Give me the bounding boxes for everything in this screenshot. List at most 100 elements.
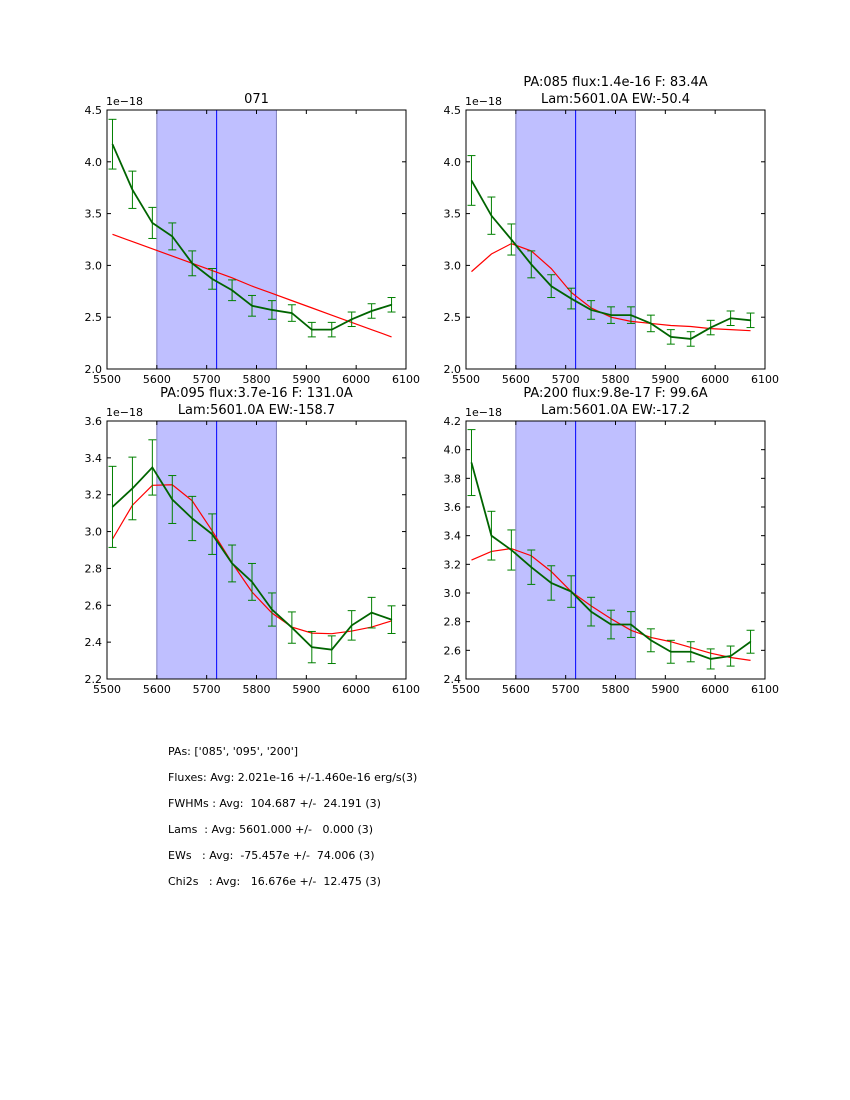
y-tick-label: 2.2 (85, 673, 103, 686)
data-point (710, 658, 712, 660)
x-tick-label: 6100 (751, 373, 779, 386)
subplot-title: 071 (244, 92, 269, 107)
subplot-title: Lam:5601.0A EW:-50.4 (541, 92, 690, 107)
y-tick-label: 3.5 (85, 208, 103, 221)
data-point (390, 304, 393, 306)
data-point (570, 297, 572, 300)
x-tick-label: 5700 (552, 373, 580, 386)
subplot-1: 5500 5600 5700 5800 5900 6000 6100 2.0 2.5 3.0 3.5… (85, 92, 421, 386)
data-point (590, 309, 592, 311)
x-tick-label: 5500 (93, 373, 121, 386)
data-point (630, 623, 632, 626)
x-tick-label: 5800 (602, 683, 630, 696)
data-point (331, 329, 333, 331)
y-tick-label: 3.0 (85, 526, 103, 539)
data-point (670, 651, 672, 653)
fit-line (112, 233, 392, 338)
y-tick-label: 2.5 (444, 311, 462, 324)
data-point (251, 581, 253, 583)
y-tick-label: 2.8 (85, 562, 103, 575)
y-tick-label: 3.0 (444, 587, 462, 600)
data-point (710, 326, 712, 329)
data-point (550, 285, 552, 287)
data-point (749, 641, 752, 643)
data-point (730, 317, 732, 319)
data-point (610, 314, 612, 316)
offset-text: 1e−18 (465, 95, 502, 108)
data-point (251, 305, 253, 307)
x-tick-label: 6000 (701, 373, 729, 386)
y-tick-label: 4.5 (444, 104, 462, 117)
data-point (570, 590, 572, 593)
y-tick-label: 2.4 (444, 673, 462, 686)
x-tick-label: 5700 (552, 683, 580, 696)
data-point (311, 646, 313, 648)
data-point (371, 612, 373, 614)
data-point (211, 278, 213, 280)
data-point (690, 338, 692, 340)
data-point (530, 263, 532, 265)
x-tick-label: 5600 (143, 683, 171, 696)
x-tick-label: 5800 (602, 373, 630, 386)
data-point (630, 314, 632, 316)
y-tick-label: 3.2 (85, 489, 103, 502)
summary-chi2s: Chi2s : Avg: 16.676e +/- 12.475 (3) (168, 875, 381, 888)
y-tick-label: 2.5 (85, 311, 103, 324)
subplot-4: 5500 5600 5700 5800 5900 6000 6100 2.4 2.6 2.8 3.0… (444, 386, 780, 696)
data-point (291, 312, 293, 314)
subplot-title: Lam:5601.0A EW:-17.2 (541, 403, 690, 418)
data-point (151, 466, 153, 469)
y-tick-label: 2.6 (85, 599, 103, 612)
data-point (211, 533, 213, 535)
y-tick-label: 4.0 (444, 444, 462, 457)
data-point (231, 562, 233, 565)
data-point (111, 506, 114, 508)
x-tick-label: 6000 (342, 683, 370, 696)
data-point (371, 310, 373, 312)
summary-fluxes: Fluxes: Avg: 2.021e-16 +/-1.460e-16 erg/… (168, 771, 418, 784)
x-tick-label: 6000 (701, 683, 729, 696)
x-tick-label: 5900 (292, 373, 320, 386)
data-point (730, 655, 732, 657)
data-point (390, 619, 393, 621)
data-point (351, 318, 353, 320)
data-point (171, 498, 173, 501)
x-tick-label: 5600 (502, 373, 530, 386)
data-point (191, 262, 193, 264)
data-point (590, 611, 592, 613)
data-point (650, 639, 652, 641)
data-point (271, 608, 273, 611)
data-point (610, 623, 612, 626)
y-tick-label: 4.0 (85, 156, 103, 169)
data-point (291, 626, 293, 629)
y-tick-label: 3.2 (444, 558, 462, 571)
data-point (650, 322, 652, 325)
x-tick-label: 5900 (292, 683, 320, 696)
data-point (490, 215, 493, 217)
data-point (111, 143, 114, 145)
y-tick-label: 3.6 (444, 501, 462, 514)
x-tick-label: 5700 (193, 373, 221, 386)
y-tick-label: 4.2 (444, 415, 462, 428)
y-tick-label: 3.0 (444, 259, 462, 272)
data-point (470, 461, 473, 464)
data-point (331, 649, 333, 651)
y-tick-label: 2.4 (85, 636, 103, 649)
y-tick-label: 3.8 (444, 472, 462, 485)
data-point (510, 549, 512, 551)
subplot-2: 5500 5600 5700 5800 5900 6000 6100 2.0 2.5 3.0 3.5… (444, 75, 780, 386)
y-tick-label: 3.0 (85, 259, 103, 272)
x-tick-label: 6000 (342, 373, 370, 386)
subplot-title: PA:095 flux:3.7e-16 F: 131.0A (160, 386, 353, 401)
x-tick-label: 5500 (452, 683, 480, 696)
y-tick-label: 3.4 (444, 530, 462, 543)
x-tick-label: 5900 (651, 373, 679, 386)
offset-text: 1e−18 (106, 95, 143, 108)
x-tick-label: 6100 (392, 683, 420, 696)
subplot-title: PA:200 flux:9.8e-17 F: 99.6A (523, 386, 707, 401)
y-tick-label: 3.6 (85, 415, 103, 428)
data-point (171, 235, 173, 237)
data-point (490, 535, 493, 537)
summary-pas: PAs: ['085', '095', '200'] (168, 745, 299, 758)
